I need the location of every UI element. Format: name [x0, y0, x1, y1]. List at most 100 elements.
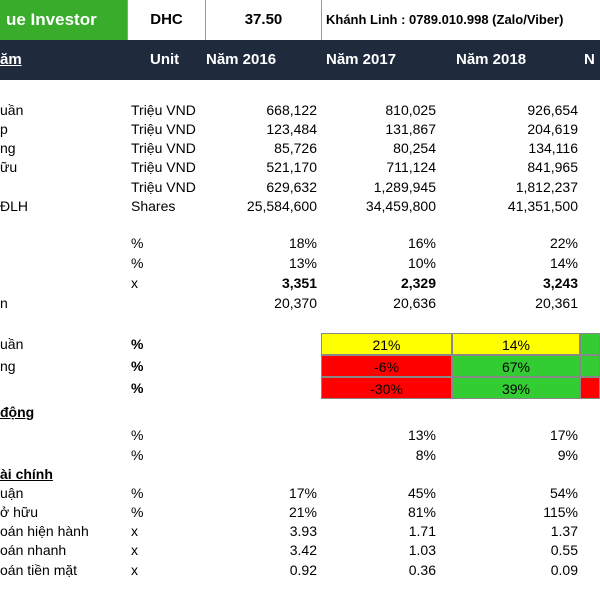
- row-unit[interactable]: %: [131, 447, 144, 463]
- row-label[interactable]: ng: [0, 140, 16, 156]
- ticker-cell[interactable]: DHC: [128, 0, 206, 40]
- row-value-2016[interactable]: 21%: [288, 504, 317, 520]
- row-value-2018[interactable]: 1,812,237: [515, 179, 578, 195]
- row-value-2018[interactable]: 9%: [557, 447, 578, 463]
- section-heading: động: [0, 403, 600, 422]
- row-unit[interactable]: x: [131, 275, 138, 291]
- row-unit[interactable]: Triệu VND: [131, 102, 196, 118]
- brand-cell[interactable]: ue Investor: [0, 0, 128, 40]
- row-value-2016[interactable]: 668,122: [266, 102, 317, 118]
- row-value-2018[interactable]: 926,654: [527, 102, 578, 118]
- table-row: ở hữu% 21% 81% 115%: [0, 503, 600, 522]
- row-label[interactable]: p: [0, 121, 8, 137]
- row-unit[interactable]: %: [131, 427, 144, 443]
- row-value-2016[interactable]: 3.93: [289, 523, 317, 539]
- growth-cell-2018[interactable]: 14%: [452, 333, 580, 355]
- row-value-2017[interactable]: 34,459,800: [365, 198, 436, 214]
- row-unit[interactable]: x: [131, 542, 138, 558]
- row-value-2018[interactable]: 115%: [543, 504, 578, 520]
- row-label[interactable]: uận: [0, 485, 24, 501]
- row-unit[interactable]: %: [131, 235, 144, 251]
- row-value-2017[interactable]: 45%: [407, 485, 436, 501]
- row-value-2016[interactable]: 18%: [288, 235, 317, 251]
- row-value-2018[interactable]: 3,243: [542, 275, 578, 291]
- row-value-2018[interactable]: 0.09: [550, 562, 578, 578]
- row-value-2018[interactable]: 17%: [549, 427, 578, 443]
- contact-cell[interactable]: Khánh Linh : 0789.010.998 (Zalo/Viber): [326, 12, 564, 27]
- row-label[interactable]: n: [0, 295, 8, 311]
- row-value-2016[interactable]: 3,351: [281, 275, 317, 291]
- row-value-2017[interactable]: 10%: [407, 255, 436, 271]
- row-value-2017[interactable]: 81%: [407, 504, 436, 520]
- row-label[interactable]: ĐLH: [0, 198, 29, 214]
- row-label[interactable]: uần: [0, 336, 24, 352]
- row-value-2017[interactable]: 80,254: [393, 140, 436, 156]
- row-label[interactable]: uần: [0, 102, 24, 118]
- growth-cell-2017[interactable]: 21%: [321, 333, 452, 355]
- section-title-operations[interactable]: động: [0, 404, 35, 420]
- row-value-2017[interactable]: 0.36: [408, 562, 436, 578]
- row-value-2016[interactable]: 17%: [288, 485, 317, 501]
- row-unit[interactable]: Shares: [131, 198, 176, 214]
- row-value-2018[interactable]: 1.37: [550, 523, 578, 539]
- row-unit[interactable]: %: [131, 485, 144, 501]
- header-year-2017[interactable]: Năm 2017: [326, 51, 397, 68]
- row-value-2017[interactable]: 16%: [407, 235, 436, 251]
- row-unit[interactable]: %: [131, 255, 144, 271]
- growth-cell-2017[interactable]: -30%: [321, 377, 452, 399]
- header-year-2016[interactable]: Năm 2016: [206, 51, 277, 68]
- row-value-2016[interactable]: 85,726: [274, 140, 317, 156]
- row-value-2018[interactable]: 841,965: [527, 159, 578, 175]
- row-value-2018[interactable]: 134,116: [528, 140, 578, 156]
- row-unit[interactable]: Triệu VND: [131, 179, 196, 195]
- row-value-2016[interactable]: 20,370: [274, 295, 317, 311]
- row-value-2017[interactable]: 13%: [407, 427, 436, 443]
- row-label[interactable]: ở hữu: [0, 504, 39, 520]
- row-value-2017[interactable]: 1,289,945: [373, 179, 436, 195]
- row-value-2018[interactable]: 204,619: [527, 121, 578, 137]
- row-label[interactable]: oán hiện hành: [0, 523, 89, 539]
- row-unit[interactable]: %: [131, 358, 144, 374]
- row-value-2016[interactable]: 123,484: [266, 121, 317, 137]
- row-value-2017[interactable]: 2,329: [400, 275, 436, 291]
- price-cell[interactable]: 37.50: [206, 0, 322, 40]
- row-unit[interactable]: x: [131, 523, 138, 539]
- header-year-2018[interactable]: Năm 2018: [456, 51, 527, 68]
- row-unit[interactable]: Triệu VND: [131, 121, 196, 137]
- row-value-2017[interactable]: 1.71: [408, 523, 436, 539]
- row-value-2017[interactable]: 711,124: [386, 159, 436, 175]
- row-value-2018[interactable]: 22%: [549, 235, 578, 251]
- row-unit[interactable]: Triệu VND: [131, 159, 196, 175]
- header-label[interactable]: ăm: [0, 51, 22, 68]
- row-value-2017[interactable]: 8%: [415, 447, 436, 463]
- growth-cell-2018[interactable]: 67%: [452, 355, 580, 377]
- row-value-2018[interactable]: 41,351,500: [507, 198, 578, 214]
- row-value-2017[interactable]: 810,025: [385, 102, 436, 118]
- row-label[interactable]: oán nhanh: [0, 542, 67, 558]
- row-unit[interactable]: Triệu VND: [131, 140, 196, 156]
- row-unit[interactable]: %: [131, 380, 144, 396]
- row-label[interactable]: oán tiền mặt: [0, 562, 78, 578]
- row-value-2017[interactable]: 20,636: [393, 295, 436, 311]
- row-value-2016[interactable]: 25,584,600: [246, 198, 317, 214]
- row-value-2018[interactable]: 14%: [549, 255, 578, 271]
- row-label[interactable]: ng: [0, 358, 16, 374]
- row-value-2018[interactable]: 54%: [549, 485, 578, 501]
- row-unit[interactable]: %: [131, 336, 144, 352]
- row-label[interactable]: ữu: [0, 159, 18, 175]
- row-value-2016[interactable]: 629,632: [266, 179, 317, 195]
- section-title-finance[interactable]: ài chính: [0, 466, 53, 482]
- row-value-2018[interactable]: 20,361: [535, 295, 578, 311]
- row-value-2016[interactable]: 3.42: [289, 542, 317, 558]
- header-unit[interactable]: Unit: [150, 51, 180, 68]
- row-value-2017[interactable]: 131,867: [385, 121, 436, 137]
- row-value-2016[interactable]: 521,170: [266, 159, 317, 175]
- row-value-2016[interactable]: 13%: [288, 255, 317, 271]
- growth-cell-2018[interactable]: 39%: [452, 377, 580, 399]
- row-value-2017[interactable]: 1.03: [408, 542, 436, 558]
- row-unit[interactable]: %: [131, 504, 144, 520]
- row-unit[interactable]: x: [131, 562, 138, 578]
- row-value-2018[interactable]: 0.55: [550, 542, 578, 558]
- row-value-2016[interactable]: 0.92: [289, 562, 317, 578]
- growth-cell-2017[interactable]: -6%: [321, 355, 452, 377]
